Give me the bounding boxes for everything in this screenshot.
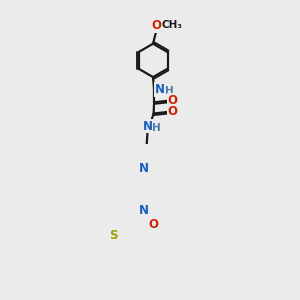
Text: N: N: [139, 204, 149, 217]
Text: N: N: [143, 120, 153, 133]
Text: N: N: [139, 162, 149, 175]
Text: H: H: [165, 86, 173, 96]
Text: O: O: [168, 94, 178, 107]
Text: O: O: [167, 105, 177, 119]
Text: O: O: [152, 19, 162, 32]
Text: H: H: [152, 123, 161, 133]
Text: CH₃: CH₃: [161, 20, 182, 30]
Text: N: N: [155, 83, 165, 96]
Text: S: S: [109, 229, 117, 242]
Text: O: O: [149, 218, 159, 232]
